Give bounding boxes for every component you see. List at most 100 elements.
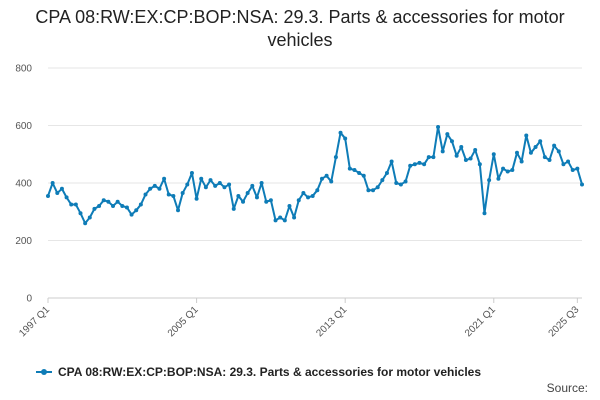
data-point (384, 170, 389, 175)
data-point (426, 155, 431, 160)
data-point (412, 162, 417, 167)
data-point (236, 193, 241, 198)
data-point (566, 159, 571, 164)
data-point (222, 185, 227, 190)
data-point (111, 204, 116, 208)
data-point (310, 193, 315, 198)
data-point (445, 132, 450, 137)
data-point (292, 215, 297, 220)
data-point (46, 193, 50, 198)
data-point (157, 186, 162, 191)
legend[interactable]: CPA 08:RW:EX:CP:BOP:NSA: 29.3. Parts & a… (36, 365, 481, 379)
y-axis: 0 200 400 600 800 (15, 64, 32, 305)
data-point (138, 202, 143, 207)
data-point (403, 179, 408, 184)
data-point (514, 150, 519, 155)
data-point (357, 170, 362, 175)
data-point (231, 206, 236, 211)
data-point (278, 215, 283, 220)
data-point (491, 152, 496, 157)
data-point (552, 143, 557, 148)
data-point (570, 168, 575, 173)
data-point (245, 191, 250, 196)
data-point (501, 166, 506, 171)
data-point (431, 155, 436, 160)
data-point (55, 191, 60, 196)
data-point (115, 199, 120, 204)
data-point (394, 181, 399, 185)
data-point (338, 130, 343, 135)
data-point (454, 153, 459, 158)
data-point (101, 198, 106, 203)
x-tick-label: 2013 Q1 (314, 304, 349, 339)
data-point (487, 178, 492, 183)
data-point (59, 186, 64, 191)
data-point (264, 199, 269, 204)
data-point (473, 147, 478, 152)
data-point (533, 145, 538, 150)
data-point (296, 198, 301, 203)
data-point (78, 211, 83, 216)
data-point (324, 173, 329, 178)
data-point (477, 162, 482, 167)
data-point (83, 221, 88, 226)
data-point (398, 182, 403, 187)
data-point (199, 176, 204, 181)
data-point (459, 145, 464, 150)
data-point (189, 170, 194, 175)
data-point (208, 178, 213, 183)
data-point (162, 176, 167, 181)
data-point (64, 195, 69, 200)
data-point (315, 188, 320, 193)
data-point (50, 181, 55, 185)
data-point (440, 149, 445, 154)
chart-title: CPA 08:RW:EX:CP:BOP:NSA: 29.3. Parts & a… (35, 7, 565, 50)
data-point (129, 212, 134, 217)
data-point (575, 166, 580, 171)
data-point (241, 199, 246, 204)
data-point (380, 178, 385, 183)
data-point (87, 215, 92, 220)
data-point (468, 156, 473, 161)
data-point (329, 179, 334, 184)
data-point (352, 168, 357, 173)
data-point (538, 139, 543, 144)
y-tick-label: 400 (15, 179, 32, 190)
data-point (366, 188, 371, 193)
series-group (46, 124, 584, 226)
data-point (106, 199, 111, 204)
data-point (213, 183, 218, 188)
data-point (143, 192, 148, 197)
data-point (528, 150, 533, 155)
data-point (301, 191, 306, 196)
data-point (180, 191, 185, 196)
x-tick-label: 1997 Q1 (17, 304, 52, 339)
data-point (148, 186, 153, 191)
y-tick-label: 800 (15, 64, 32, 75)
data-point (259, 181, 264, 185)
data-point (287, 204, 292, 208)
x-tick-label: 2005 Q1 (166, 304, 201, 339)
y-tick-label: 600 (15, 121, 32, 132)
data-point (436, 124, 441, 129)
data-point (97, 204, 102, 208)
data-point (171, 193, 176, 198)
legend-label: CPA 08:RW:EX:CP:BOP:NSA: 29.3. Parts & a… (58, 365, 482, 379)
source-label: Source: (546, 381, 588, 395)
x-tick-label: 2025 Q3 (547, 304, 582, 339)
data-point (422, 162, 427, 167)
data-point (542, 155, 547, 160)
data-point (361, 173, 366, 178)
data-point (120, 204, 125, 208)
data-point (371, 188, 376, 193)
legend-swatch (36, 369, 52, 375)
data-point (519, 159, 524, 164)
data-point (556, 149, 561, 154)
data-point (524, 133, 529, 138)
data-point (152, 183, 157, 188)
data-point (496, 176, 501, 181)
data-point (482, 211, 487, 216)
y-tick-label: 0 (26, 294, 32, 305)
data-point (176, 208, 181, 213)
data-point (343, 136, 348, 141)
